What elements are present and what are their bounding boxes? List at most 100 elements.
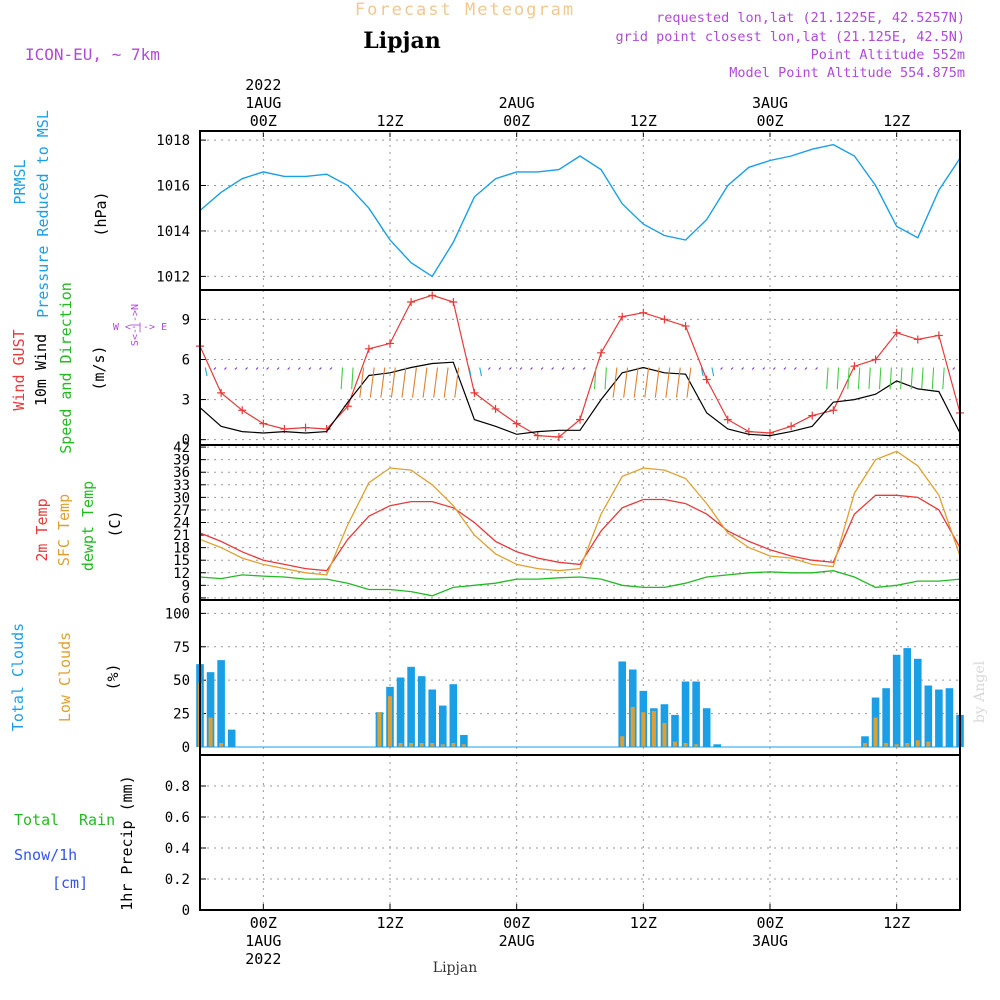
- cloud-unit: (%): [104, 663, 122, 690]
- y-tick-label: 0.2: [165, 872, 190, 888]
- wind-arrow: [234, 367, 238, 370]
- wind-arrow: [900, 367, 903, 390]
- precip-label-cm: [cm]: [52, 874, 88, 892]
- wind-arrow: [329, 367, 333, 370]
- total-cloud-bar: [449, 684, 458, 747]
- gust-marker: [259, 419, 268, 428]
- gust-marker: [449, 298, 458, 307]
- wind-arrow: [351, 367, 354, 390]
- low-cloud-bar: [377, 712, 382, 747]
- total-cloud-bar: [861, 736, 869, 747]
- wind-arrow: [487, 367, 491, 370]
- wind-arrow: [604, 367, 607, 390]
- wind-line: [199, 361, 961, 437]
- wind-arrow: [889, 367, 892, 390]
- panel-4: 0 0.2 0.4 0.6 0.8: [165, 755, 960, 919]
- wind-arrow: [561, 367, 565, 370]
- wind-arrow: [340, 367, 344, 390]
- low-cloud-bar: [630, 706, 635, 747]
- wind-arrow: [826, 367, 829, 390]
- total-cloud-bar: [692, 681, 700, 747]
- wind-arrow: [711, 367, 715, 377]
- total-cloud-bar: [913, 658, 922, 747]
- temp-label-dewpt: dewpt Temp: [79, 481, 97, 571]
- y-tick-label: 0: [182, 903, 190, 919]
- y-tick-label: 100: [165, 606, 190, 622]
- pressure-label-1: PRMSL: [11, 159, 29, 204]
- low-cloud-bar: [430, 742, 435, 747]
- total-cloud-bar: [438, 705, 447, 747]
- total-cloud-bar: [206, 672, 215, 747]
- temp-label-sfc: SFC Temp: [55, 494, 73, 566]
- y-tick-label: 9: [182, 312, 190, 328]
- gust-marker: [808, 411, 817, 420]
- total-cloud-bar: [681, 681, 690, 747]
- top-time-label: 12Z: [630, 112, 657, 130]
- panel-3: 0 25 50 75 100: [165, 600, 964, 756]
- wind-arrow: [479, 367, 483, 377]
- y-tick-label: 9: [182, 578, 190, 594]
- y-tick-label: 18: [173, 541, 190, 557]
- wind-arrow: [468, 367, 472, 377]
- precip-label-rain: Rain: [79, 811, 115, 829]
- bottom-time-label: 00Z: [756, 914, 783, 932]
- gust-marker: [386, 339, 394, 348]
- wind-arrow: [931, 367, 935, 390]
- wind-arrow: [369, 367, 375, 398]
- wind-arrow: [815, 367, 818, 370]
- wind-arrow: [623, 367, 629, 398]
- total-cloud-bar: [227, 729, 236, 747]
- y-tick-label: 6: [182, 591, 190, 607]
- wind-arrow: [593, 367, 597, 390]
- y-tick-label: 6: [182, 352, 190, 368]
- wind-arrow: [783, 367, 787, 370]
- requested-coords: requested lon,lat (21.1225E, 42.5257N): [656, 10, 965, 26]
- total-cloud-bar: [702, 708, 711, 747]
- y-tick-label: 75: [173, 640, 190, 656]
- low-cloud-bar: [208, 717, 213, 747]
- bottom-time-label: 3AUG: [752, 932, 788, 950]
- top-time-label: 00Z: [503, 112, 530, 130]
- gust-marker: [364, 344, 373, 353]
- total-cloud-bar: [945, 688, 954, 747]
- location-title: Lipjan: [363, 28, 440, 54]
- gust-marker: [217, 388, 226, 397]
- wind-arrow: [401, 367, 407, 398]
- y-tick-label: 3: [182, 393, 190, 409]
- total-cloud-bar: [396, 677, 405, 747]
- wind-arrow: [530, 367, 533, 370]
- low-cloud-bar: [863, 742, 867, 747]
- wind-arrow: [276, 367, 280, 370]
- low-cloud-bar: [451, 742, 456, 747]
- low-cloud-bar: [219, 742, 224, 747]
- low-cloud-bar: [641, 712, 646, 747]
- total-cloud-bar: [417, 676, 426, 747]
- wind-label-gust: Wind GUST: [10, 329, 28, 410]
- low-cloud-bar: [926, 741, 931, 747]
- wind-arrow: [433, 367, 439, 398]
- bottom-time-label: 1AUG: [245, 932, 281, 950]
- footer-location: Lipjan: [433, 960, 477, 976]
- wind-arrow: [633, 367, 639, 398]
- bottom-time-label: 2AUG: [499, 932, 535, 950]
- low-cloud-bar: [915, 740, 920, 747]
- wind-arrow: [443, 367, 449, 398]
- panel-1: 0 3 6 9: [182, 290, 964, 449]
- y-tick-label: 0.6: [165, 810, 190, 826]
- low-cloud-bar: [409, 742, 414, 747]
- wind-arrow: [741, 367, 745, 370]
- wind-arrow: [654, 367, 660, 398]
- temp-line-dewpt-temp: [199, 570, 961, 597]
- wind-label-10m: 10m Wind: [32, 334, 50, 406]
- y-tick-label: 50: [173, 673, 190, 689]
- total-cloud-bar: [713, 744, 722, 747]
- wind-unit: (m/s): [90, 345, 108, 390]
- wind-arrow: [422, 367, 428, 398]
- cloud-label-total: Total Clouds: [9, 623, 27, 731]
- pressure-unit: (hPa): [92, 191, 110, 236]
- wind-arrow: [794, 367, 797, 370]
- panel-border: [199, 599, 961, 756]
- wind-arrow: [675, 367, 681, 398]
